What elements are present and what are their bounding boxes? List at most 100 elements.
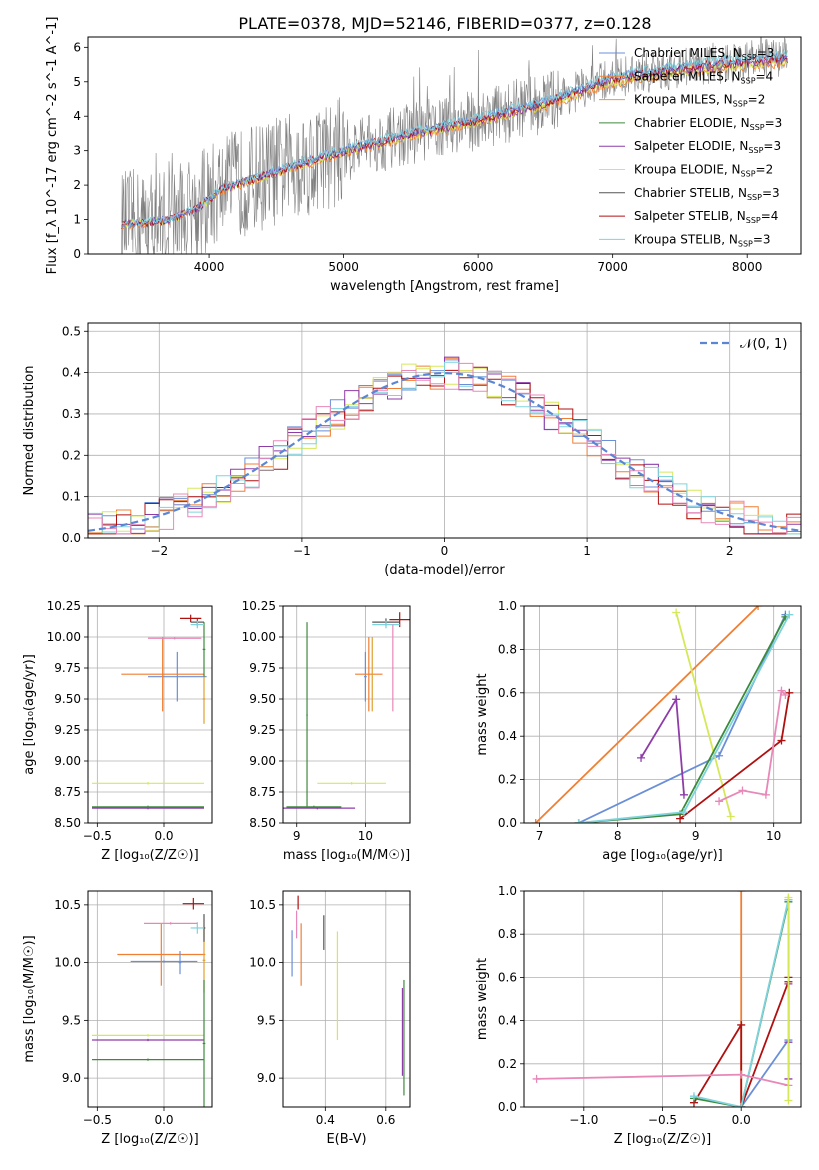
legend-label: Kroupa STELIB, NSSP=3 xyxy=(634,232,771,248)
y-tick-label: 9.0 xyxy=(62,1071,81,1085)
y-tick-label: 10.00 xyxy=(47,630,81,644)
weight-series xyxy=(715,686,790,806)
x-axis-label: Z [log₁₀(Z/Z☉)] xyxy=(614,1132,711,1147)
plus-marker xyxy=(679,790,688,799)
y-tick-label: 10.25 xyxy=(242,599,276,613)
plot-area-age_vs_Z xyxy=(92,614,207,810)
errorbar-point xyxy=(202,622,206,677)
y-tick-label: 0.4 xyxy=(62,366,81,380)
y-tick-label: 2 xyxy=(73,178,81,192)
y-tick-label: 9.0 xyxy=(257,1071,276,1085)
y-tick-label: 10.0 xyxy=(54,956,81,970)
axes-age_vs_mass: 9 10 8.50 8.75 9.00 9.25 9.50 9.75 10.00 10.25 mas… xyxy=(242,599,411,863)
plus-marker xyxy=(761,790,770,799)
errorbar-point xyxy=(178,951,182,975)
y-tick-label: 0.0 xyxy=(498,1100,517,1114)
plus-marker xyxy=(781,690,790,699)
plus-marker xyxy=(784,893,793,902)
plot-area-weight_vs_age xyxy=(531,606,794,823)
errorbar-point xyxy=(121,637,204,712)
x-tick-label: 7000 xyxy=(597,260,628,274)
weight-series xyxy=(637,695,688,799)
axes-mass_vs_ebv: 0.4 0.6 9.0 9.5 10.0 10.5 E(B-V) xyxy=(249,890,411,1147)
x-axis-label: age [log₁₀(age/yr)] xyxy=(602,848,723,863)
spectrum-legend: Chabrier MILES, NSSP=3 Salpeter MILES, NS… xyxy=(599,46,782,248)
y-tick-label: 9.50 xyxy=(54,692,81,706)
axes-frame-mass_vs_ebv xyxy=(282,890,411,1108)
model-spectrum xyxy=(121,51,788,229)
axes-mass_vs_Z: −0.5 0.0 9.0 9.5 10.0 10.5 Z [log₁₀(Z/Z☉)] mass… xyxy=(22,890,213,1147)
weight-series xyxy=(672,608,735,821)
x-axis-label: Z [log₁₀(Z/Z☉)] xyxy=(101,848,198,863)
axes-frame-weight_vs_Z xyxy=(523,890,802,1108)
plus-marker xyxy=(737,1020,746,1029)
plus-marker xyxy=(676,814,685,823)
x-tick-label: −0.5 xyxy=(83,1113,112,1127)
y-tick-label: 0.4 xyxy=(498,1014,517,1028)
y-tick-label: 9.25 xyxy=(54,723,81,737)
x-tick-label: 4000 xyxy=(194,260,225,274)
errorbar-point xyxy=(130,960,198,963)
y-tick-label: 0.1 xyxy=(62,490,81,504)
legend-label: Chabrier ELODIE, NSSP=3 xyxy=(634,116,782,132)
y-tick-label: 1 xyxy=(73,213,81,227)
x-tick-label: 9 xyxy=(692,829,700,843)
x-tick-label: 5000 xyxy=(328,260,359,274)
plot-area-spectrum xyxy=(121,37,788,254)
plus-marker xyxy=(777,686,786,695)
plus-marker xyxy=(777,736,786,745)
y-tick-label: 0 xyxy=(73,247,81,261)
weight-line xyxy=(675,612,732,817)
errorbar-point xyxy=(92,782,204,785)
y-tick-label: 9.00 xyxy=(54,754,81,768)
weight-series xyxy=(531,606,763,823)
errorbar-point xyxy=(148,637,202,640)
errorbar-point xyxy=(148,651,207,702)
y-tick-label: 3 xyxy=(73,144,81,158)
y-tick-label: 9.75 xyxy=(249,661,276,675)
x-tick-label: 2 xyxy=(726,544,734,558)
x-tick-label: 0.6 xyxy=(376,1113,395,1127)
errorbar-point xyxy=(317,782,386,785)
plus-marker xyxy=(737,1070,746,1079)
weight-series xyxy=(676,688,794,823)
plus-marker xyxy=(715,751,724,760)
axes-residuals: −2 −1 0 1 2 0.0 0.1 0.2 0.3 0.4 0.5 (data-model)/er… xyxy=(22,322,802,578)
plot-area-weight_vs_Z xyxy=(532,891,793,1107)
plus-marker xyxy=(689,1092,698,1101)
plot-area-mass_vs_Z xyxy=(92,897,206,1107)
errorbar-point xyxy=(202,979,206,1107)
plus-marker xyxy=(532,1074,541,1083)
axes-frame-age_vs_mass xyxy=(282,605,411,824)
errorbar-point xyxy=(202,674,206,724)
y-axis-label: mass weight xyxy=(475,673,490,755)
plot-area-mass_vs_ebv xyxy=(291,895,405,1096)
plus-marker xyxy=(737,1103,746,1107)
y-tick-label: 9.25 xyxy=(249,723,276,737)
axes-frame-spectrum xyxy=(87,36,802,255)
y-tick-label: 0.3 xyxy=(62,407,81,421)
y-axis-label: mass weight xyxy=(475,958,490,1040)
x-tick-label: 0.4 xyxy=(316,1113,335,1127)
plus-marker xyxy=(754,606,763,610)
plus-marker xyxy=(637,753,646,762)
weight-series xyxy=(784,893,793,1105)
y-tick-label: 10.5 xyxy=(54,898,81,912)
plus-marker xyxy=(726,812,735,821)
axes-frame-residuals xyxy=(87,322,802,539)
legend-label: Salpeter ELODIE, NSSP=3 xyxy=(634,139,781,155)
y-tick-label: 8.50 xyxy=(249,816,276,830)
y-tick-label: 1.0 xyxy=(498,599,517,613)
weight-line xyxy=(535,606,759,823)
legend-label: Chabrier STELIB, NSSP=3 xyxy=(634,186,780,202)
y-axis-label: Flux [f_λ 10^-17 erg cm^-2 s^-1 A^-1] xyxy=(45,17,60,275)
errorbar-point xyxy=(92,805,204,809)
axes-frame-weight_vs_age xyxy=(523,605,802,824)
x-tick-label: 0.0 xyxy=(154,829,173,843)
errorbar-point xyxy=(370,637,374,712)
y-tick-label: 0.8 xyxy=(498,927,517,941)
errorbar-point xyxy=(392,624,394,712)
y-tick-label: 9.5 xyxy=(257,1013,276,1027)
errorbar-point xyxy=(117,923,206,986)
legend-label: Kroupa MILES, NSSP=2 xyxy=(634,93,765,109)
